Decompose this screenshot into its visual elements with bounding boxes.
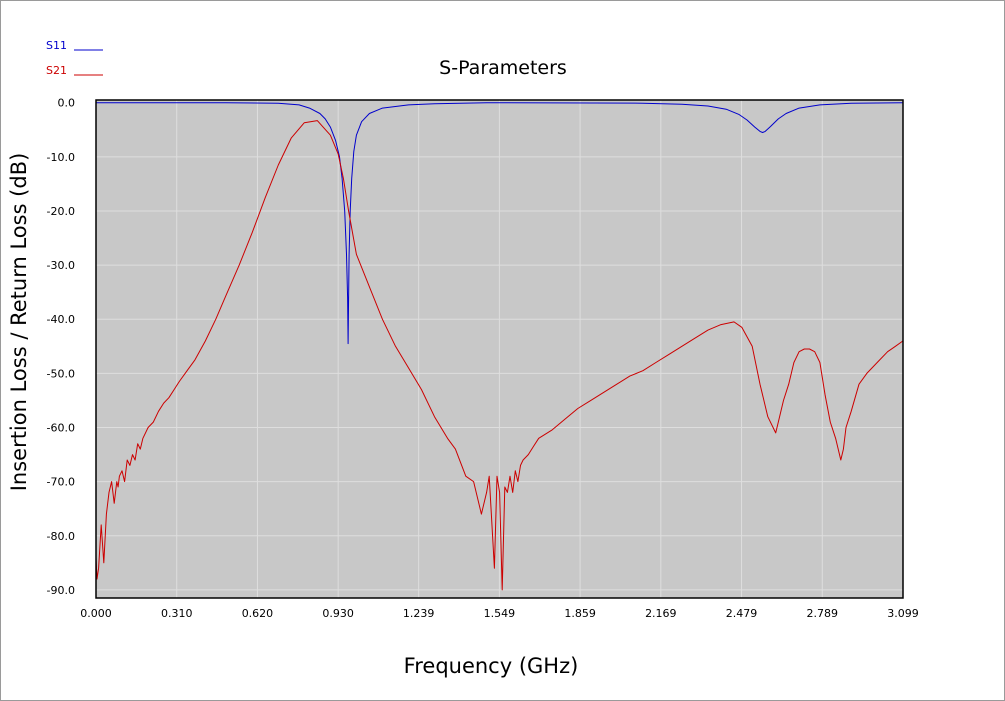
x-tick-label: 1.859: [564, 607, 596, 620]
y-tick-label: -10.0: [47, 151, 75, 164]
y-tick-label: -20.0: [47, 205, 75, 218]
y-tick-labels: 0.0 -10.0 -20.0 -30.0 -40.0 -50.0 -60.0 -70.0 -8…: [47, 97, 75, 597]
grid-lines: [96, 100, 903, 598]
chart-title: S-Parameters: [439, 57, 567, 79]
series-line-s11: [96, 102, 904, 345]
y-tick-label: -40.0: [47, 313, 75, 326]
x-tick-label: 3.099: [887, 607, 919, 620]
x-tick-labels: 0.000 0.310 0.620 0.930 1.239 1.549 1.859 2.169…: [80, 607, 919, 620]
y-tick-label: -80.0: [47, 530, 75, 543]
legend-label-s11: S11: [46, 39, 67, 52]
x-tick-label: 2.789: [807, 607, 839, 620]
x-tick-label: 2.479: [726, 607, 758, 620]
plot-border: [95, 99, 904, 599]
series-line-s21: [95, 120, 904, 591]
y-tick-label: -60.0: [47, 421, 75, 434]
y-tick-label: -70.0: [47, 476, 75, 489]
x-tick-label: 0.310: [161, 607, 193, 620]
x-tick-label: 0.000: [80, 607, 112, 620]
x-tick-label: 2.169: [645, 607, 677, 620]
y-tick-label: -90.0: [47, 584, 75, 597]
x-tick-label: 1.239: [403, 607, 435, 620]
x-tick-label: 0.930: [322, 607, 354, 620]
legend-label-s21: S21: [46, 64, 67, 77]
legend: S11 S21: [46, 39, 103, 77]
y-axis-label: Insertion Loss / Return Loss (dB): [7, 153, 31, 492]
x-tick-label: 0.620: [242, 607, 274, 620]
y-tick-label: -50.0: [47, 367, 75, 380]
series-layer: [95, 102, 904, 591]
x-axis-label: Frequency (GHz): [404, 654, 579, 678]
y-tick-label: 0.0: [58, 97, 76, 110]
y-tick-label: -30.0: [47, 259, 75, 272]
x-tick-label: 1.549: [484, 607, 516, 620]
